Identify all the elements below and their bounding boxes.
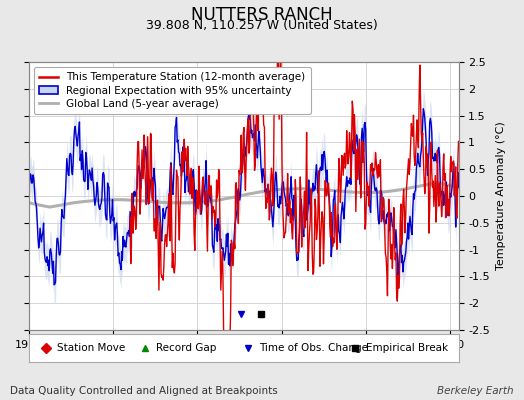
Text: Data Quality Controlled and Aligned at Breakpoints: Data Quality Controlled and Aligned at B… (10, 386, 278, 396)
Y-axis label: Temperature Anomaly (°C): Temperature Anomaly (°C) (496, 122, 506, 270)
Text: NUTTERS RANCH: NUTTERS RANCH (191, 6, 333, 24)
Text: 39.808 N, 110.257 W (United States): 39.808 N, 110.257 W (United States) (146, 19, 378, 32)
Legend: This Temperature Station (12-month average), Regional Expectation with 95% uncer: This Temperature Station (12-month avera… (34, 67, 311, 114)
Text: Berkeley Earth: Berkeley Earth (437, 386, 514, 396)
Text: Time of Obs. Change: Time of Obs. Change (259, 343, 368, 353)
Text: Empirical Break: Empirical Break (366, 343, 448, 353)
Text: Station Move: Station Move (57, 343, 125, 353)
Text: Record Gap: Record Gap (156, 343, 216, 353)
